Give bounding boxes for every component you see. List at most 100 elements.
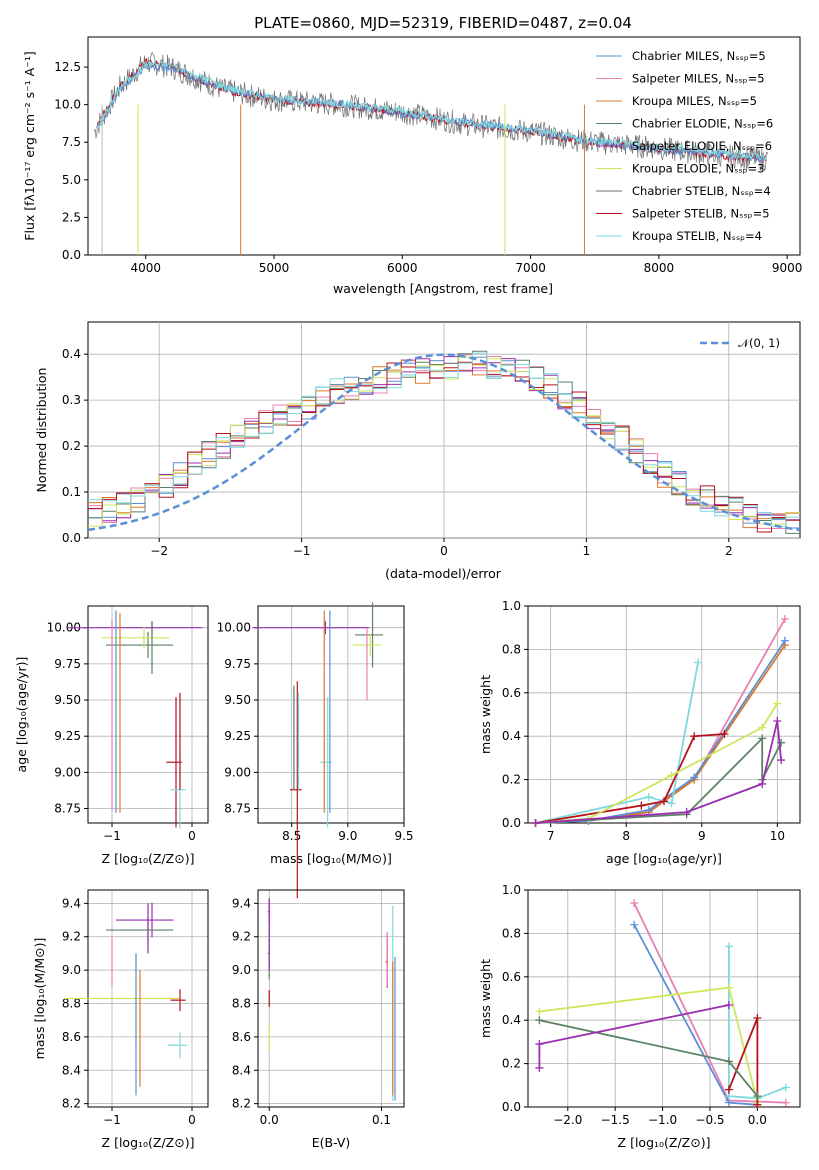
axes-frame: [257, 889, 405, 1108]
legend-normal-label: 𝒩(0, 1): [738, 336, 780, 350]
y-tick-label: 10.0: [54, 98, 81, 112]
y-tick-label: 8.8: [62, 997, 81, 1011]
x-tick-label: 6000: [387, 261, 418, 275]
x-tick-label: 0: [188, 829, 196, 843]
x-axis-label: Z [log₁₀(Z/Z⊙)]: [618, 1135, 711, 1150]
histogram-ylabel: Normed distribution: [34, 368, 49, 493]
mass-weight-vs-age-panel: 7 8 9 10 0.0 0.2 0.4 0.6 0.8 1.0 age [log₁₀(age/yr…: [478, 599, 801, 866]
y-axis-label: mass [log₁₀(M/M⊙)]: [32, 938, 47, 1060]
x-tick-label: 5000: [259, 261, 290, 275]
histogram-ticks: −2 −1 0 1 2 0.0 0.1 0.2 0.3 0.4: [62, 347, 733, 558]
x-axis-label: Z [log₁₀(Z/Z⊙)]: [102, 851, 195, 866]
series-marker: [660, 797, 668, 806]
y-tick-label: 0.2: [62, 439, 81, 453]
y-tick-label: 8.75: [224, 802, 251, 816]
y-tick-label: 8.8: [232, 997, 251, 1011]
y-tick-label: 8.4: [62, 1063, 81, 1077]
x-tick-label: 8000: [644, 261, 675, 275]
axes-frame: [527, 605, 801, 824]
y-tick-label: 0.4: [502, 1013, 521, 1027]
legend-label: Kroupa MILES, Nₛₛₚ=5: [632, 94, 757, 108]
legend-label: Salpeter ELODIE, Nₛₛₚ=6: [632, 139, 772, 153]
axes-frame: [527, 889, 801, 1108]
series-marker: [535, 1063, 544, 1072]
y-tick-label: 9.00: [224, 765, 251, 779]
spectrum-xlabel: wavelength [Angstrom, rest frame]: [333, 281, 553, 296]
x-tick-label: 7: [547, 829, 555, 843]
y-tick-label: 8.2: [62, 1097, 81, 1111]
series-marker: [644, 792, 653, 801]
y-tick-label: 9.75: [224, 657, 251, 671]
series-marker: [724, 1057, 733, 1066]
x-tick-label: 8: [622, 829, 630, 843]
y-tick-label: 0.0: [502, 1100, 521, 1114]
legend-label: Kroupa STELIB, Nₛₛₚ=4: [632, 229, 762, 243]
y-tick-label: 0.6: [502, 686, 521, 700]
y-tick-label: 2.5: [62, 210, 81, 224]
legend-label: Chabrier STELIB, Nₛₛₚ=4: [632, 184, 771, 198]
x-tick-label: 9.0: [338, 829, 357, 843]
x-tick-label: 0.0: [748, 1113, 767, 1127]
series-line: [535, 736, 782, 824]
mass-weight-vs-metallicity-panel: −2.0 −1.5 −1.0 −0.5 0.0 0.0 0.2 0.4 0.6 0.8 1.0 Z […: [478, 883, 801, 1150]
mass-vs-ebv-panel: 0.0 0.1 8.2 8.4 8.6 8.8 9.0 9.2 9.4 E(B-V): [232, 889, 405, 1150]
x-tick-label: 4000: [130, 261, 161, 275]
y-tick-label: 0.0: [502, 816, 521, 830]
y-tick-label: 0.4: [502, 729, 521, 743]
series-marker: [724, 1085, 733, 1094]
spectrum-ticks: 4000 5000 6000 7000 8000 9000 0.0 2.5 5.0 7.5 10.0…: [54, 60, 802, 275]
histogram-legend: 𝒩(0, 1): [700, 336, 780, 350]
x-tick-label: 0.0: [260, 1113, 279, 1127]
series-line: [728, 946, 787, 1100]
y-tick-label: 0.8: [502, 642, 521, 656]
series-marker: [690, 773, 699, 782]
series-line: [633, 924, 758, 1106]
series-marker: [724, 942, 733, 951]
y-tick-label: 10.00: [217, 621, 251, 635]
y-tick-label: 0.0: [62, 531, 81, 545]
x-tick-label: −0.5: [695, 1113, 724, 1127]
x-tick-label: −1.5: [601, 1113, 630, 1127]
series-marker: [535, 1016, 544, 1025]
series-marker: [753, 1014, 762, 1023]
series-marker: [690, 732, 699, 741]
y-tick-label: 9.2: [232, 930, 251, 944]
y-tick-label: 8.6: [62, 1030, 81, 1044]
spectrum-axes-frame: [87, 36, 801, 256]
y-tick-label: 0.4: [62, 347, 81, 361]
histogram-series: [87, 350, 801, 534]
y-tick-label: 0.0: [62, 248, 81, 262]
series-marker: [630, 899, 639, 908]
x-tick-label: 1: [583, 544, 591, 558]
x-tick-label: 9: [698, 829, 706, 843]
series-marker: [773, 717, 782, 726]
y-tick-label: 8.6: [232, 1030, 251, 1044]
series-marker: [781, 1098, 790, 1107]
y-tick-label: 5.0: [62, 173, 81, 187]
y-tick-label: 0.8: [502, 926, 521, 940]
legend-label: Chabrier MILES, Nₛₛₚ=5: [632, 49, 766, 63]
series-marker: [630, 920, 639, 929]
x-tick-label: 10: [770, 829, 785, 843]
series-marker: [758, 723, 767, 732]
y-tick-label: 0.1: [62, 485, 81, 499]
y-tick-label: 9.4: [62, 896, 81, 910]
legend-label: Salpeter MILES, Nₛₛₚ=5: [632, 72, 765, 86]
y-tick-label: 9.25: [54, 729, 81, 743]
series-marker: [637, 801, 646, 810]
mass-vs-metallicity-panel: −1 0 8.2 8.4 8.6 8.8 9.0 9.2 9.4 Z [log₁₀(Z/Z⊙)] m…: [32, 889, 209, 1150]
axes-frame: [87, 605, 209, 824]
y-tick-label: 0.6: [502, 970, 521, 984]
series-marker: [682, 808, 691, 817]
y-tick-label: 8.4: [232, 1063, 251, 1077]
legend-label: Chabrier ELODIE, Nₛₛₚ=6: [632, 117, 773, 131]
age-vs-metallicity-panel: −1 0 8.75 9.00 9.25 9.50 9.75 10.00 Z [log₁₀(Z/Z…: [14, 605, 209, 866]
x-axis-label: mass [log₁₀(M/M⊙)]: [270, 851, 392, 866]
x-axis-label: Z [log₁₀(Z/Z⊙)]: [102, 1135, 195, 1150]
series-marker: [667, 771, 676, 780]
y-tick-label: 9.2: [62, 930, 81, 944]
spectrum-title: PLATE=0860, MJD=52319, FIBERID=0487, z=0…: [254, 14, 632, 32]
y-tick-label: 9.50: [54, 693, 81, 707]
x-tick-label: −2.0: [553, 1113, 582, 1127]
y-tick-label: 1.0: [502, 883, 521, 897]
